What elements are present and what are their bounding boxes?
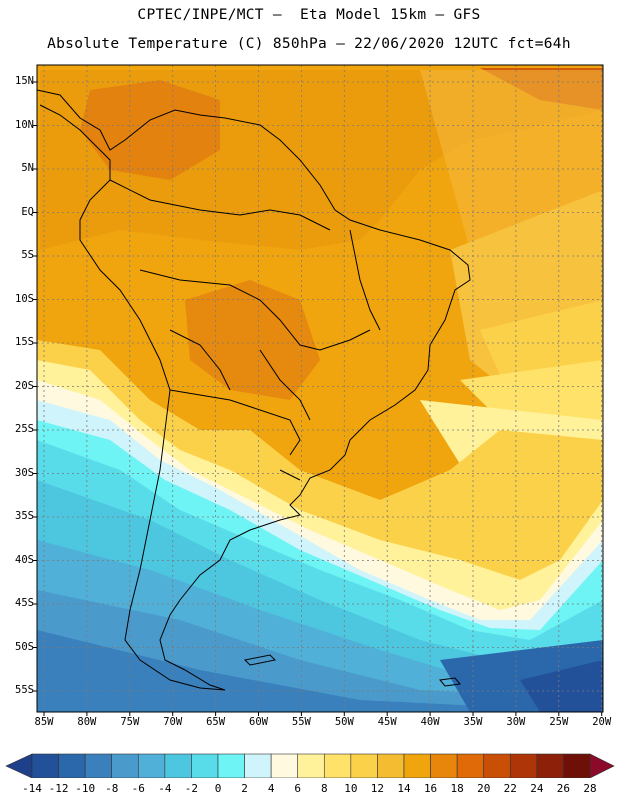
lon-label-45w: 45W [377,716,397,728]
lat-lon-grid [37,65,603,712]
colorbar-label: 14 [397,782,411,795]
map-frame [36,64,604,713]
colorbar-label: 4 [267,782,275,795]
lon-label-40w: 40W [420,716,440,728]
lon-label-25w: 25W [549,716,569,728]
lat-label-20s: 20S [15,379,34,392]
lat-label-45s: 45S [15,597,34,609]
lat-label-30s: 30S [15,466,34,479]
lat-label-25s: 25S [15,423,34,435]
temperature-field [37,65,603,712]
colorbar-swatch [456,753,485,778]
lat-label-15n: 15N [15,75,34,87]
colorbar-label: 22 [503,782,517,795]
colorbar-label: 10 [344,782,358,795]
colorbar-swatch [31,753,59,778]
lat-label-15s: 15S [15,336,34,348]
coastlines-borders [36,89,471,691]
colorbar-label: 8 [320,782,328,795]
colorbar-label: 24 [530,782,544,795]
colorbar-swatch [137,753,166,778]
colorbar-label: -10 [75,782,96,795]
colorbar-swatch [270,753,299,778]
colorbar-label: -4 [158,782,172,795]
lon-label-75w: 75W [120,716,140,728]
colorbar-label: -12 [48,782,69,795]
lat-label-40s: 40S [15,553,34,566]
colorbar-swatch [297,753,325,778]
colorbar-label: -2 [184,782,199,795]
colorbar-label: 0 [214,782,222,795]
colorbar-max-arrow [589,753,615,778]
colorbar-label: 6 [294,782,302,795]
lat-label-10n: 10N [15,118,34,131]
colorbar-swatch [323,753,352,778]
colorbar-label: -8 [105,782,119,795]
colorbar-swatch [483,753,511,778]
colorbar-swatch [217,753,245,778]
lat-label-5s: 5S [21,249,34,261]
colorbar-swatch [403,753,431,778]
lon-label-30w: 30W [506,716,526,728]
colorbar-swatch [509,753,538,778]
colorbar-label: -14 [22,782,42,795]
colorbar-swatch [191,753,219,778]
lat-label-55s: 55S [15,684,34,696]
colorbar-label: 12 [370,782,385,795]
colorbar-label: 20 [477,782,491,795]
lon-label-50w: 50W [334,716,354,728]
colorbar-swatch [244,753,272,778]
colorbar-label: -6 [131,782,145,795]
colorbar-swatch [58,753,86,778]
lon-label-70w: 70W [163,716,183,728]
lon-label-65w: 65W [206,716,226,728]
colorbar-swatch [84,753,113,778]
lon-label-20w: 20W [592,716,612,728]
colorbar-label: 26 [556,782,571,795]
lat-label-eq: EQ [21,205,34,218]
colorbar-swatch [430,753,458,778]
colorbar [5,753,615,778]
lat-label-35s: 35S [15,510,34,522]
lat-label-10s: 10S [15,292,34,305]
colorbar-min-arrow [5,753,33,778]
lon-label-35w: 35W [463,716,483,728]
colorbar-label: 18 [450,782,464,795]
colorbar-swatch [536,753,564,778]
lat-label-50s: 50S [15,640,34,653]
lon-label-60w: 60W [249,716,268,728]
title-line-1: CPTEC/INPE/MCT – Eta Model 15km – GFS [137,7,481,23]
colorbar-label: 2 [241,782,248,795]
colorbar-swatch [350,753,378,778]
lon-label-55w: 55W [291,716,311,728]
colorbar-label: 28 [583,782,597,795]
lon-label-80w: 80W [77,716,97,728]
colorbar-swatch [164,753,192,778]
colorbar-swatch [111,753,139,778]
colorbar-label: 16 [423,782,438,795]
title-line-2: Absolute Temperature (C) 850hPa – 22/06/… [47,36,571,52]
lat-label-5n: 5N [21,162,34,174]
lon-label-85w: 85W [34,716,54,728]
colorbar-swatch [563,753,591,778]
colorbar-swatch [377,753,405,778]
axis-ticks [33,81,603,716]
